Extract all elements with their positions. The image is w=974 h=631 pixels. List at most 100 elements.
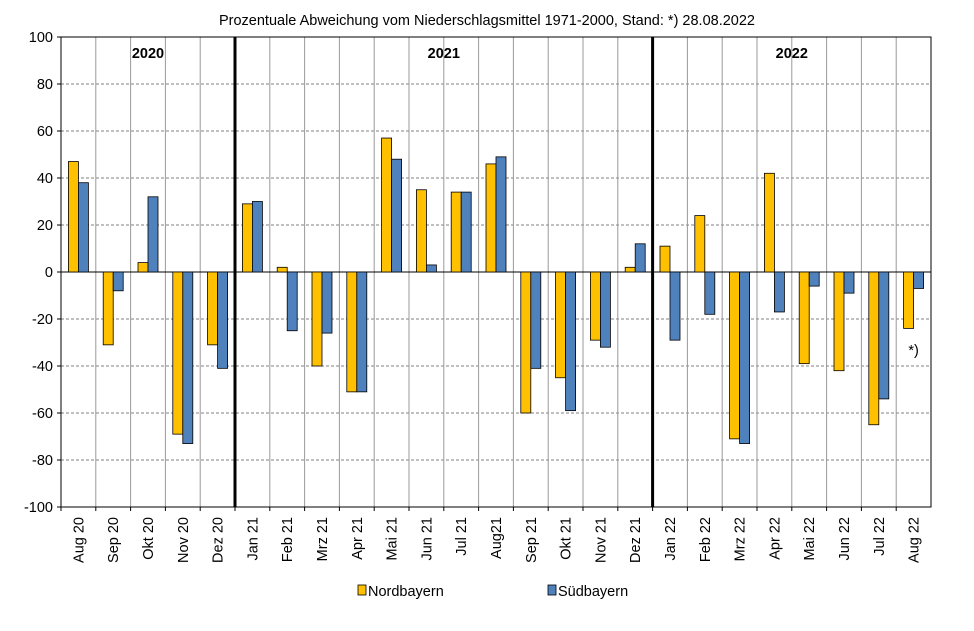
year-label: 2021 (428, 46, 460, 62)
y-tick-label: -40 (32, 359, 53, 375)
x-tick-label: Mrz 21 (315, 517, 331, 561)
bar-suedbayern (774, 271, 785, 313)
y-tick-label: 0 (45, 265, 53, 281)
legend: Nordbayern Südbayern (357, 584, 628, 600)
bar-suedbayern (425, 264, 437, 273)
bar-nordbayern (102, 271, 114, 346)
x-tick-label: Okt 20 (141, 517, 157, 560)
x-tick-label: Mai 21 (385, 517, 401, 561)
bar-suedbayern (78, 182, 89, 273)
x-tick-label: Jun 21 (419, 517, 435, 561)
bar-nordbayern (207, 271, 219, 346)
bar-nordbayern (68, 161, 79, 273)
bar-suedbayern (600, 271, 611, 348)
bar-suedbayern (112, 271, 124, 292)
bar-suedbayern (530, 271, 542, 369)
x-tick-label: Nov 20 (176, 517, 192, 563)
bar-suedbayern (321, 271, 333, 334)
bar-nordbayern (346, 271, 358, 393)
bar-nordbayern (485, 163, 497, 273)
y-tick-label: 20 (37, 218, 53, 234)
x-tick-label: Jul 21 (454, 517, 470, 556)
legend-swatch (547, 584, 557, 596)
x-tick-label: Aug 20 (71, 517, 87, 563)
x-tick-label: Feb 22 (698, 517, 714, 562)
y-tick-label: -60 (32, 406, 53, 422)
bar-nordbayern (276, 266, 288, 273)
bar-suedbayern (634, 243, 646, 273)
legend-label: Südbayern (558, 584, 628, 600)
x-tick-label: Sep 20 (106, 517, 122, 563)
bar-nordbayern (381, 137, 393, 273)
bar-suedbayern (913, 271, 924, 289)
x-tick-label: Feb 21 (280, 517, 296, 562)
bar-nordbayern (311, 271, 323, 367)
y-tick-label: 40 (37, 171, 53, 187)
annotations: *) (908, 343, 918, 359)
x-tick-label: Mai 22 (802, 517, 818, 561)
bar-nordbayern (450, 191, 462, 273)
bar-suedbayern (182, 271, 194, 444)
y-tick-label: 60 (37, 124, 53, 140)
bar-nordbayern (798, 271, 810, 365)
bar-suedbayern (495, 156, 507, 273)
bar-nordbayern (903, 271, 914, 329)
y-tick-label: -100 (24, 500, 53, 516)
bar-nordbayern (868, 271, 880, 426)
bar-suedbayern (217, 271, 229, 369)
x-tick-label: Sep 21 (524, 517, 540, 563)
bar-nordbayern (694, 215, 706, 273)
bar-nordbayern (729, 271, 740, 440)
legend-label: Nordbayern (368, 584, 444, 600)
x-tick-label: Jun 22 (837, 517, 853, 561)
year-dividers (233, 37, 655, 507)
x-tick-label: Aug21 (489, 517, 505, 559)
x-tick-label: Jul 22 (872, 517, 888, 556)
x-tick-label: Apr 21 (350, 517, 366, 560)
x-tick-label: Okt 21 (559, 517, 575, 560)
bar-suedbayern (391, 158, 403, 273)
annotation-note: *) (908, 343, 918, 359)
x-axis: Aug 20 Sep 20 Okt 20 Nov 20 Dez 20 Jan 21 Feb … (60, 507, 923, 563)
x-tick-label: Aug 22 (907, 517, 923, 563)
bar-suedbayern (286, 271, 298, 332)
x-tick-label: Mrz 22 (733, 517, 749, 561)
x-tick-label: Apr 22 (767, 517, 783, 560)
legend-swatch (357, 584, 367, 596)
bar-suedbayern (147, 196, 159, 273)
bar-nordbayern (520, 271, 532, 414)
y-tick-label: 100 (29, 30, 53, 46)
bar-suedbayern (669, 271, 681, 341)
chart-title: Prozentuale Abweichung vom Niederschlags… (219, 13, 755, 29)
x-tick-label: Nov 21 (593, 517, 609, 563)
x-tick-label: Dez 20 (211, 517, 227, 563)
bar-suedbayern (356, 271, 368, 393)
bar-suedbayern (460, 191, 472, 273)
bar-suedbayern (739, 271, 750, 444)
y-axis: 100 80 60 40 20 0 -20 -40 -60 -80 -100 (24, 30, 61, 516)
bar-nordbayern (624, 266, 636, 273)
bar-nordbayern (764, 172, 775, 273)
bar-suedbayern (808, 271, 820, 287)
year-label: 2022 (776, 46, 808, 62)
bar-nordbayern (659, 245, 671, 273)
bar-nordbayern (241, 203, 253, 273)
y-tick-label: 80 (37, 77, 53, 93)
bar-suedbayern (843, 271, 855, 294)
bar-nordbayern (172, 271, 184, 435)
bar-suedbayern (878, 271, 890, 400)
year-labels: 2020 2021 2022 (132, 46, 808, 62)
bar-nordbayern (137, 262, 149, 273)
bar-nordbayern (415, 189, 427, 273)
bar-suedbayern (704, 271, 716, 315)
x-tick-label: Jan 21 (245, 517, 261, 561)
bar-nordbayern (590, 271, 601, 341)
x-tick-label: Jan 22 (663, 517, 679, 561)
y-tick-label: -20 (32, 312, 53, 328)
bar-nordbayern (555, 271, 566, 379)
bar-nordbayern (833, 271, 845, 372)
y-tick-label: -80 (32, 453, 53, 469)
year-label: 2020 (132, 46, 164, 62)
bar-suedbayern (251, 201, 263, 273)
bar-suedbayern (565, 271, 576, 412)
